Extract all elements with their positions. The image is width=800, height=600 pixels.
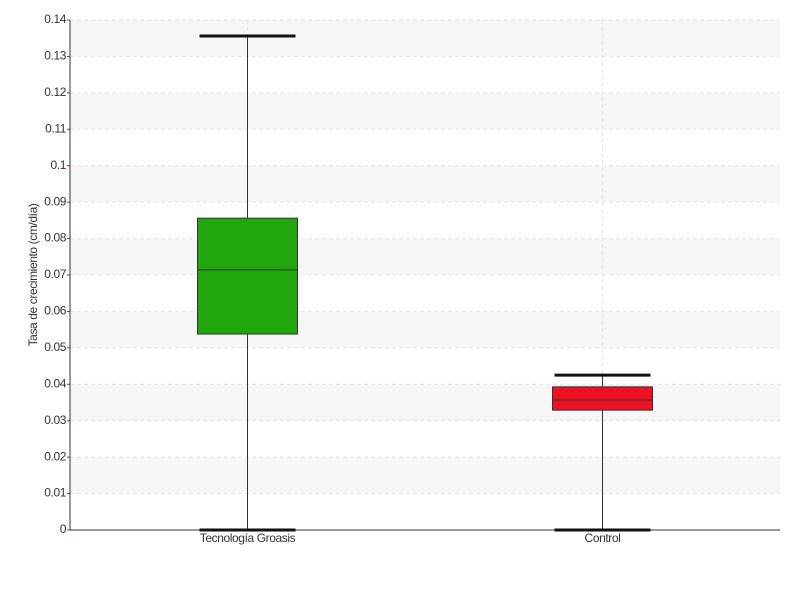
y-tick-label: 0.06 — [44, 304, 66, 318]
grid-band — [70, 238, 780, 275]
y-tick-label: 0.04 — [44, 376, 66, 390]
y-tick-label: 0.02 — [44, 449, 66, 463]
x-tick-label: Tecnología Groasis — [200, 531, 296, 545]
y-tick-label: 0 — [60, 522, 67, 536]
box — [552, 386, 653, 411]
y-tick-label: 0.03 — [44, 413, 66, 427]
y-tick-label: 0.01 — [44, 486, 66, 500]
y-tick-label: 0.11 — [45, 121, 67, 135]
grid-band — [70, 92, 780, 130]
grid-band — [70, 311, 780, 348]
grid-band — [70, 20, 780, 57]
y-tick-label: 0.05 — [44, 340, 66, 354]
y-tick-label: 0.14 — [44, 12, 66, 26]
y-tick-label: 0.1 — [51, 158, 67, 172]
y-tick-label: 0.12 — [44, 85, 66, 99]
box — [197, 217, 298, 335]
y-tick-label: 0.08 — [44, 231, 66, 245]
grid-band — [70, 457, 780, 494]
y-axis-label: Tasa de crecimiento (cm/día) — [26, 203, 40, 346]
grid-band — [70, 165, 780, 203]
y-tick-label: 0.09 — [44, 194, 66, 208]
grid-band — [70, 384, 780, 421]
x-tick-label: Control — [585, 531, 621, 545]
y-tick-label: 0.13 — [44, 49, 66, 63]
y-tick-label: 0.07 — [44, 267, 66, 281]
